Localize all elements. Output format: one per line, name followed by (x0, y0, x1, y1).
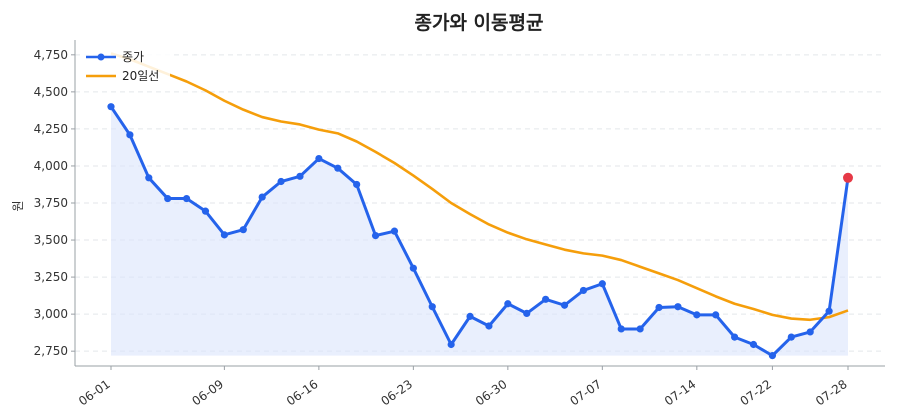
close-point (220, 231, 228, 239)
close-point (542, 295, 550, 303)
close-point (768, 352, 777, 360)
y-axis-label: 원 (11, 200, 25, 211)
y-tick-label: 3,750 (34, 196, 68, 210)
close-point (617, 325, 625, 333)
close-point (334, 164, 342, 172)
close-point (485, 322, 493, 330)
close-point (598, 280, 606, 288)
close-point (636, 325, 644, 333)
close-point (145, 174, 153, 182)
close-point (787, 333, 795, 341)
y-tick-label: 3,250 (34, 270, 68, 284)
close-area-fill (111, 106, 848, 356)
y-ticks: 2,750 3,000 3,250 3,500 3,750 4,000 4,250 4,500… (34, 48, 75, 358)
x-tick-label: 07-07 (567, 377, 604, 408)
close-point (712, 311, 720, 319)
close-point (201, 207, 210, 215)
close-point (409, 264, 417, 272)
x-tick-label: 06-30 (473, 377, 510, 408)
close-point (371, 232, 380, 240)
series-line-close (109, 105, 850, 358)
close-point (164, 194, 172, 203)
last-close-point (843, 172, 853, 183)
close-point (504, 300, 512, 308)
close-point (693, 311, 701, 319)
close-point (315, 154, 323, 163)
x-ticks: 06-01 06-09 06-16 06-23 06-30 07-07 07-14 07-22… (76, 366, 850, 408)
close-point (806, 328, 814, 336)
close-point (579, 286, 588, 295)
close-point (353, 180, 361, 189)
y-tick-label: 3,500 (34, 233, 68, 247)
close-point (731, 333, 739, 341)
close-point (126, 131, 134, 139)
close-points (107, 103, 853, 360)
legend-label-close: 종가 (122, 50, 144, 64)
legend-label-ma: 20일선 (122, 69, 159, 83)
y-tick-label: 4,250 (34, 122, 68, 136)
chart-title: 종가와 이동평균 (415, 12, 544, 34)
x-tick-label: 06-23 (378, 377, 415, 408)
x-tick-label: 07-28 (813, 377, 850, 408)
y-tick-label: 4,750 (34, 48, 68, 62)
series-line-ma20 (110, 52, 849, 322)
close-point (239, 226, 247, 234)
close-point (825, 307, 833, 315)
close-point (674, 303, 682, 311)
y-tick-label: 4,000 (34, 159, 68, 173)
close-point (655, 303, 663, 312)
x-tick-label: 06-01 (76, 377, 113, 408)
close-point (277, 177, 285, 186)
y-tick-label: 2,750 (34, 344, 68, 358)
x-tick-label: 06-16 (284, 377, 321, 408)
y-tick-label: 4,500 (34, 85, 68, 99)
x-tick-label: 07-14 (662, 377, 699, 408)
close-point (523, 309, 531, 317)
close-point (258, 193, 266, 201)
close-point (182, 194, 191, 203)
close-point (390, 227, 399, 235)
x-tick-label: 07-22 (738, 377, 775, 408)
close-point (296, 172, 304, 180)
close-point (428, 303, 436, 311)
close-point (447, 340, 455, 349)
legend-marker-close (97, 53, 105, 61)
legend: 종가 20일선 (80, 44, 170, 86)
y-tick-label: 3,000 (34, 307, 68, 321)
x-tick-label: 06-09 (190, 377, 227, 408)
close-point (560, 301, 569, 309)
close-point (107, 103, 115, 111)
legend-box (80, 44, 170, 86)
close-point (749, 340, 758, 349)
close-point (466, 312, 474, 320)
